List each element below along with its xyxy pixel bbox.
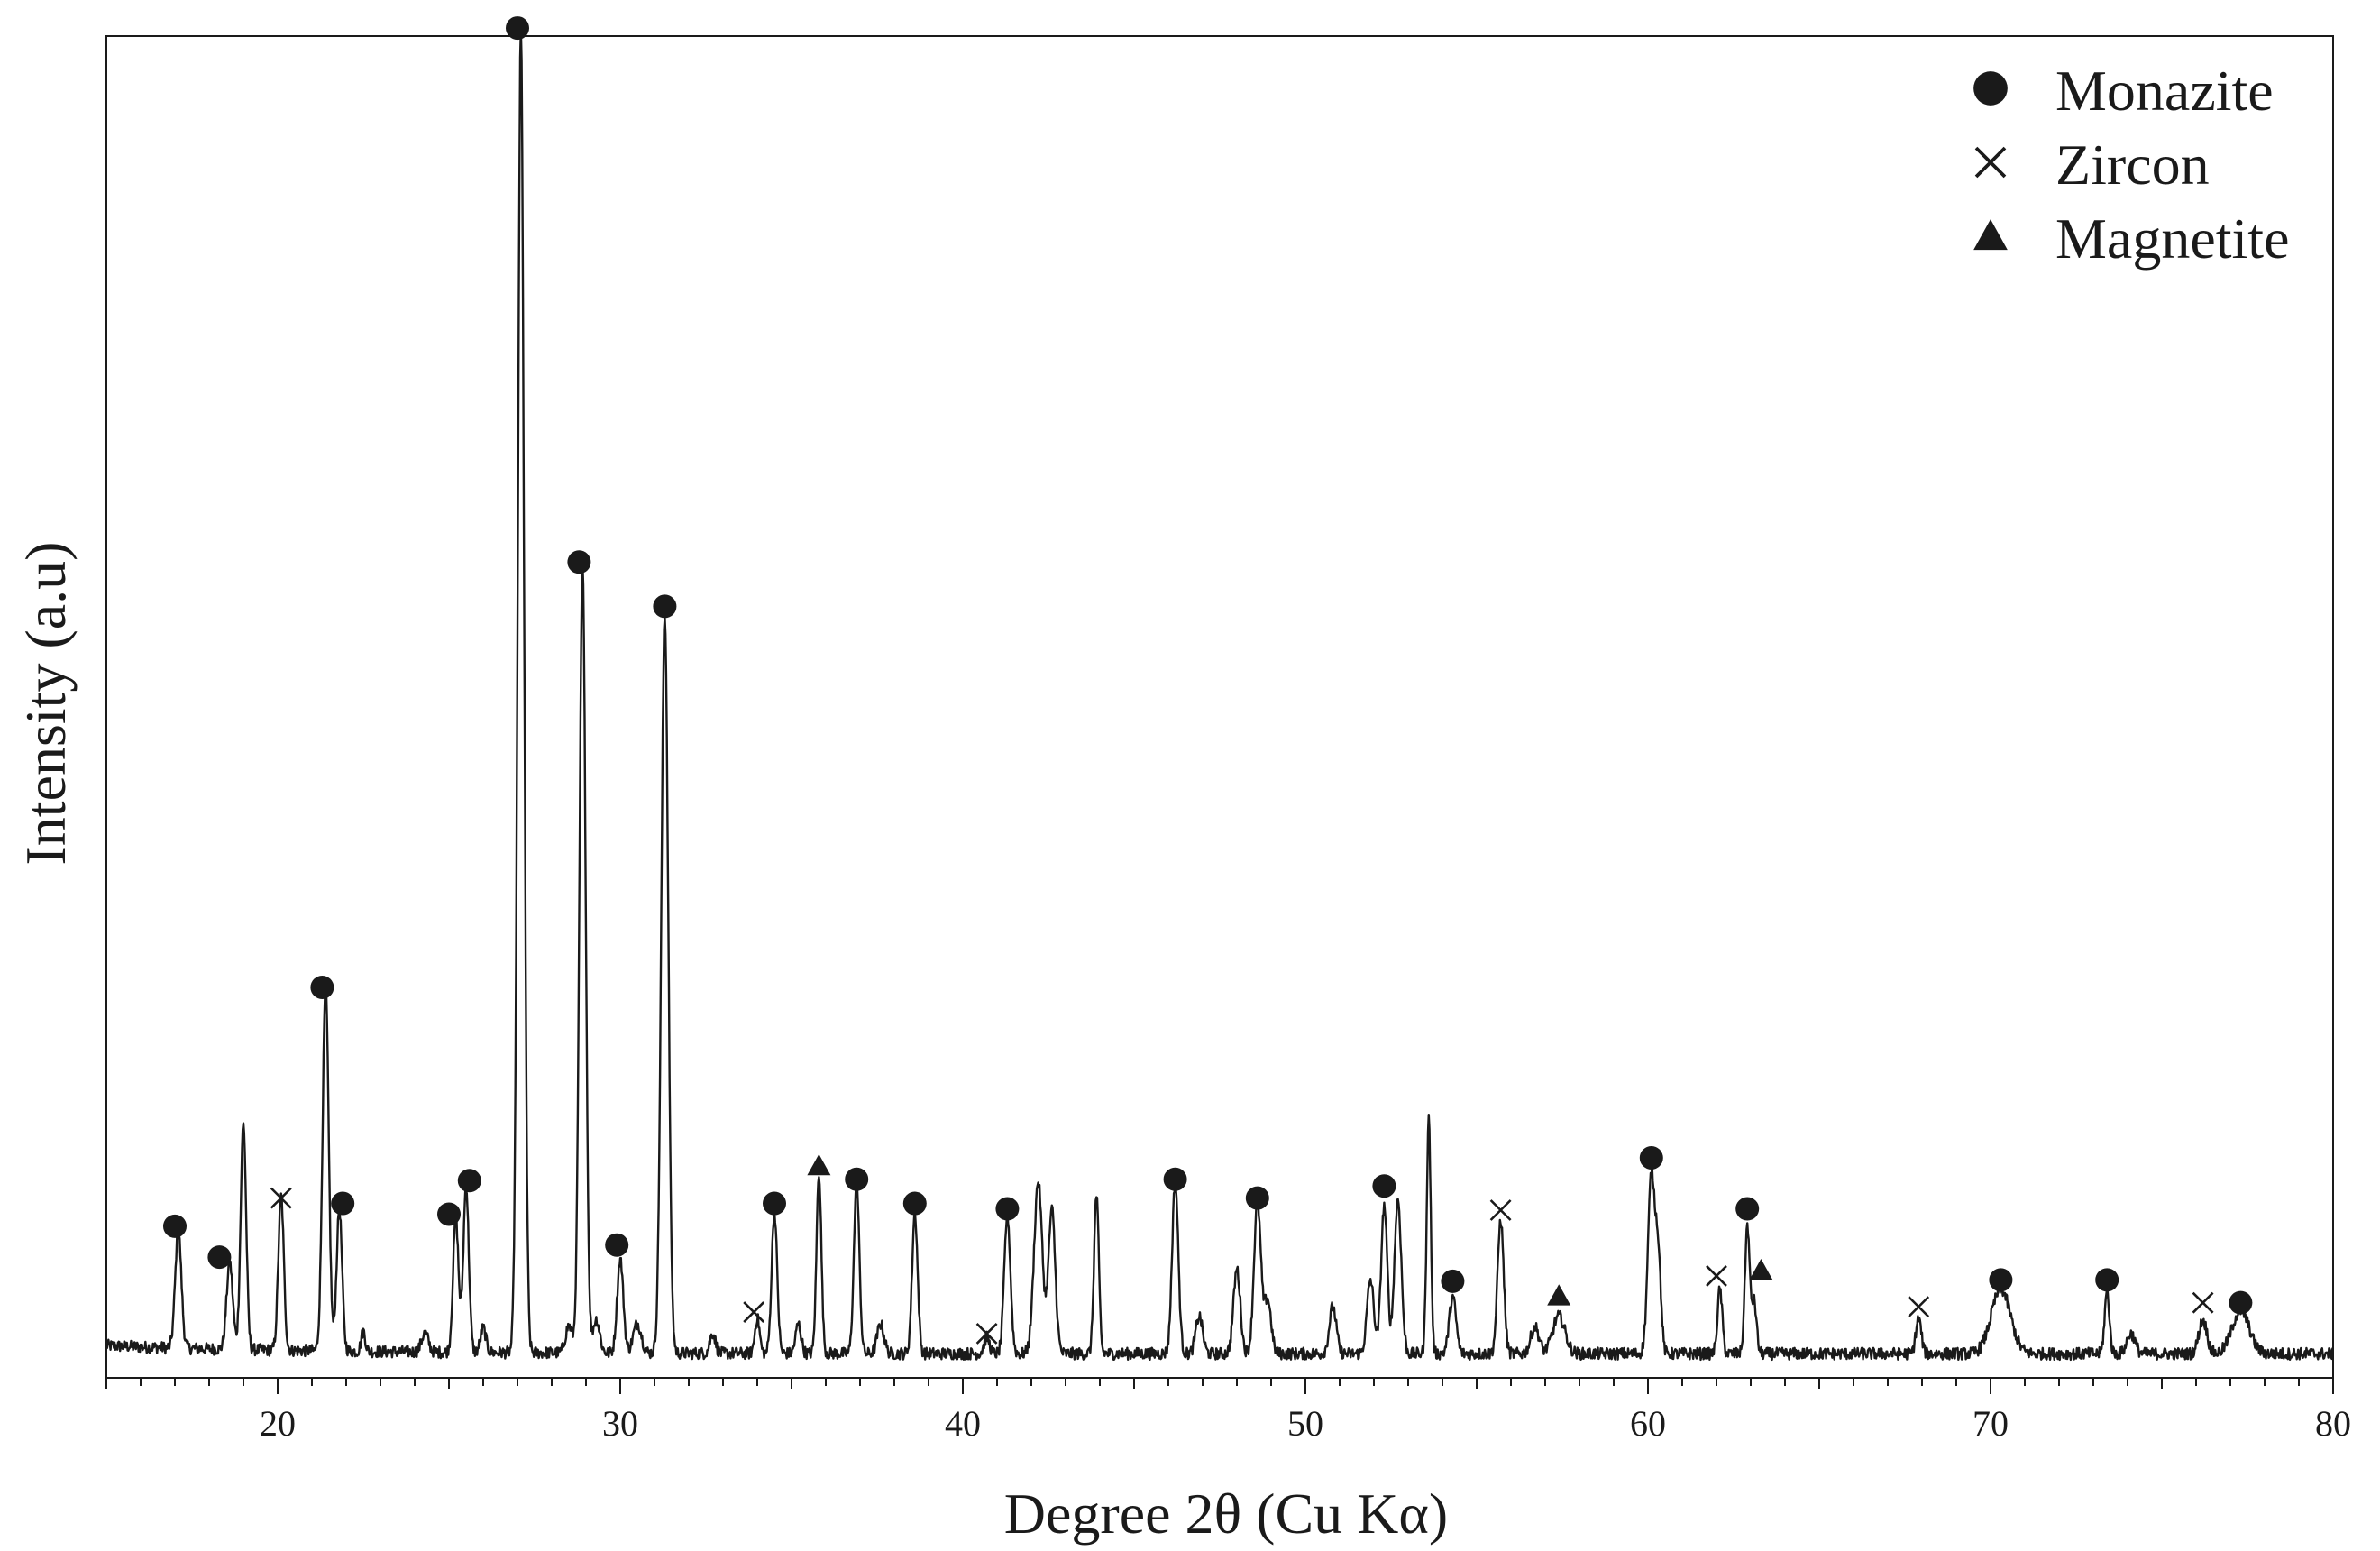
x-tick-label: 40 bbox=[945, 1403, 981, 1444]
monazite-marker bbox=[1441, 1269, 1465, 1293]
zircon-marker bbox=[1706, 1264, 1727, 1287]
monazite-marker bbox=[1163, 1167, 1187, 1191]
monazite-marker bbox=[2229, 1290, 2253, 1315]
xrd-pattern-line bbox=[105, 28, 2335, 1362]
monazite-marker bbox=[331, 1191, 355, 1216]
plot-frame bbox=[105, 35, 2334, 1379]
zircon-marker bbox=[1974, 146, 2007, 179]
phase-markers bbox=[163, 16, 2253, 1345]
x-axis-ticks: 20 30 40 50 60 70 80 bbox=[105, 1378, 2351, 1444]
monazite-marker bbox=[1372, 1174, 1396, 1198]
x-axis-title: Degree 2θ (Cu Kα) bbox=[1004, 1482, 1448, 1546]
monazite-marker bbox=[207, 1245, 232, 1270]
zircon-marker bbox=[2192, 1291, 2214, 1314]
monazite-marker bbox=[763, 1191, 786, 1216]
monazite-marker bbox=[457, 1169, 481, 1193]
zircon-marker bbox=[270, 1187, 292, 1209]
monazite-marker bbox=[1989, 1268, 2013, 1292]
monazite-marker bbox=[506, 16, 529, 41]
monazite-marker bbox=[310, 975, 334, 999]
x-tick-label: 60 bbox=[1630, 1403, 1666, 1444]
magnetite-marker bbox=[1749, 1258, 1773, 1280]
monazite-marker bbox=[845, 1167, 869, 1191]
monazite-marker bbox=[1245, 1186, 1269, 1210]
x-tick-label: 20 bbox=[260, 1403, 296, 1444]
monazite-marker bbox=[437, 1202, 461, 1226]
plot-area: 20 30 40 50 60 70 80 bbox=[105, 16, 2351, 1444]
monazite-marker bbox=[1639, 1145, 1663, 1170]
zircon-marker bbox=[743, 1301, 765, 1324]
monazite-marker bbox=[902, 1191, 927, 1216]
legend-label-monazite: Monazite bbox=[2055, 59, 2274, 123]
monazite-marker bbox=[605, 1233, 629, 1257]
monazite-marker bbox=[995, 1197, 1020, 1221]
monazite-marker bbox=[163, 1214, 187, 1238]
legend-label-zircon: Zircon bbox=[2055, 133, 2210, 197]
monazite-marker bbox=[1973, 71, 2008, 106]
legend-label-magnetite: Magnetite bbox=[2055, 206, 2289, 271]
x-tick-label: 50 bbox=[1287, 1403, 1323, 1444]
zircon-marker bbox=[1489, 1199, 1512, 1221]
magnetite-marker bbox=[1547, 1284, 1571, 1306]
x-tick-label: 30 bbox=[602, 1403, 638, 1444]
legend: Monazite Zircon Magnetite bbox=[1973, 59, 2289, 271]
magnetite-marker bbox=[1973, 219, 2008, 251]
zircon-marker bbox=[1908, 1296, 1930, 1318]
magnetite-marker bbox=[807, 1153, 831, 1176]
zircon-marker bbox=[975, 1322, 998, 1345]
x-tick-label: 70 bbox=[1973, 1403, 2009, 1444]
y-axis-title: Intensity (a.u) bbox=[14, 542, 78, 866]
monazite-marker bbox=[2095, 1268, 2119, 1292]
monazite-marker bbox=[567, 550, 591, 574]
monazite-marker bbox=[1735, 1197, 1760, 1221]
x-tick-label: 80 bbox=[2315, 1403, 2351, 1444]
monazite-marker bbox=[653, 594, 677, 619]
